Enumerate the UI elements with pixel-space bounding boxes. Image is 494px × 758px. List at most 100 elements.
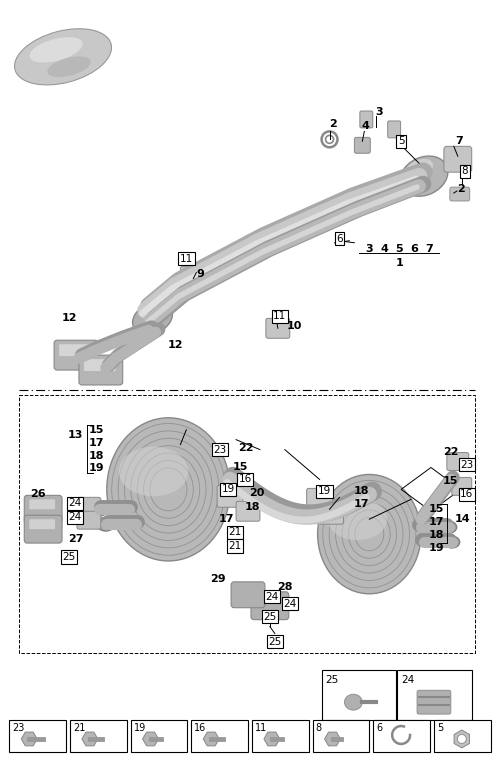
Text: 18: 18 (428, 530, 444, 540)
Text: 12: 12 (61, 313, 77, 324)
Ellipse shape (90, 503, 108, 516)
Ellipse shape (30, 37, 82, 63)
FancyBboxPatch shape (54, 340, 98, 370)
Text: 18: 18 (244, 503, 260, 512)
Bar (9, 720, 66, 752)
Text: 11: 11 (180, 254, 193, 264)
Text: 8: 8 (461, 166, 468, 176)
Ellipse shape (119, 446, 188, 496)
Text: 23: 23 (460, 459, 473, 469)
Text: 15: 15 (443, 477, 458, 487)
Text: 17: 17 (354, 500, 369, 509)
Text: 6: 6 (336, 233, 343, 244)
Circle shape (457, 735, 466, 744)
Text: 17: 17 (89, 437, 104, 448)
Bar (313, 720, 370, 752)
Text: 7: 7 (425, 244, 433, 254)
Bar (191, 720, 248, 752)
Text: 6: 6 (410, 244, 418, 254)
Polygon shape (203, 732, 219, 746)
Ellipse shape (444, 536, 460, 548)
Text: 23: 23 (213, 445, 227, 455)
Text: 16: 16 (239, 475, 251, 484)
Text: 22: 22 (238, 443, 254, 453)
Text: 25: 25 (62, 552, 76, 562)
Ellipse shape (47, 56, 91, 77)
Text: 25: 25 (268, 637, 282, 647)
Text: 11: 11 (273, 312, 287, 321)
Bar (130, 720, 187, 752)
Text: 15: 15 (428, 504, 444, 514)
Text: 17: 17 (428, 517, 444, 528)
Text: 4: 4 (380, 244, 388, 254)
FancyBboxPatch shape (388, 121, 401, 138)
Bar (19, 395, 475, 653)
Text: 15: 15 (232, 462, 247, 472)
Text: 16: 16 (194, 723, 206, 733)
FancyBboxPatch shape (180, 267, 202, 286)
FancyBboxPatch shape (59, 344, 91, 356)
Text: 2: 2 (329, 120, 336, 130)
FancyBboxPatch shape (320, 504, 343, 525)
FancyBboxPatch shape (29, 500, 55, 509)
Polygon shape (325, 732, 340, 746)
FancyBboxPatch shape (447, 453, 469, 471)
FancyBboxPatch shape (24, 495, 62, 523)
Text: 12: 12 (167, 340, 183, 350)
Text: 5: 5 (437, 723, 443, 733)
FancyBboxPatch shape (236, 501, 260, 522)
Text: 8: 8 (316, 723, 322, 733)
Text: 13: 13 (67, 430, 82, 440)
Text: 15: 15 (89, 424, 104, 435)
Text: 19: 19 (428, 543, 444, 553)
FancyBboxPatch shape (251, 592, 289, 619)
Text: 19: 19 (221, 484, 235, 494)
Text: 21: 21 (228, 527, 242, 537)
Text: 24: 24 (68, 512, 82, 522)
FancyBboxPatch shape (231, 582, 265, 608)
Text: 29: 29 (210, 574, 226, 584)
Bar (322, 670, 396, 720)
FancyBboxPatch shape (84, 359, 116, 371)
Bar (434, 720, 491, 752)
Text: 10: 10 (287, 321, 302, 331)
FancyBboxPatch shape (307, 488, 332, 510)
Ellipse shape (400, 156, 448, 196)
Text: 19: 19 (89, 463, 105, 474)
Ellipse shape (132, 302, 172, 334)
Text: 21: 21 (73, 723, 85, 733)
Text: 26: 26 (30, 490, 46, 500)
Text: 3: 3 (375, 107, 383, 117)
FancyBboxPatch shape (444, 146, 472, 172)
Polygon shape (264, 732, 280, 746)
Text: 2: 2 (457, 184, 465, 194)
FancyBboxPatch shape (360, 111, 373, 128)
Text: 3: 3 (366, 244, 373, 254)
FancyBboxPatch shape (354, 137, 370, 153)
FancyBboxPatch shape (79, 356, 123, 385)
Ellipse shape (405, 159, 433, 180)
FancyBboxPatch shape (450, 187, 470, 201)
Text: 27: 27 (68, 534, 83, 544)
Bar (397, 670, 472, 720)
FancyBboxPatch shape (452, 478, 472, 495)
Ellipse shape (441, 522, 457, 533)
Text: 18: 18 (89, 450, 104, 461)
Text: 25: 25 (263, 612, 277, 622)
Text: 6: 6 (376, 723, 382, 733)
Text: 11: 11 (255, 723, 267, 733)
FancyBboxPatch shape (77, 511, 101, 529)
Text: 9: 9 (196, 268, 204, 279)
Bar (252, 720, 309, 752)
Text: 16: 16 (460, 490, 473, 500)
Text: 25: 25 (326, 675, 339, 685)
FancyBboxPatch shape (29, 519, 55, 529)
Polygon shape (21, 732, 37, 746)
Text: 19: 19 (318, 487, 331, 496)
FancyBboxPatch shape (24, 515, 62, 543)
Text: 5: 5 (398, 136, 405, 146)
Bar (70, 720, 126, 752)
Polygon shape (454, 730, 469, 748)
Text: 28: 28 (277, 582, 292, 592)
Text: 18: 18 (354, 487, 369, 496)
